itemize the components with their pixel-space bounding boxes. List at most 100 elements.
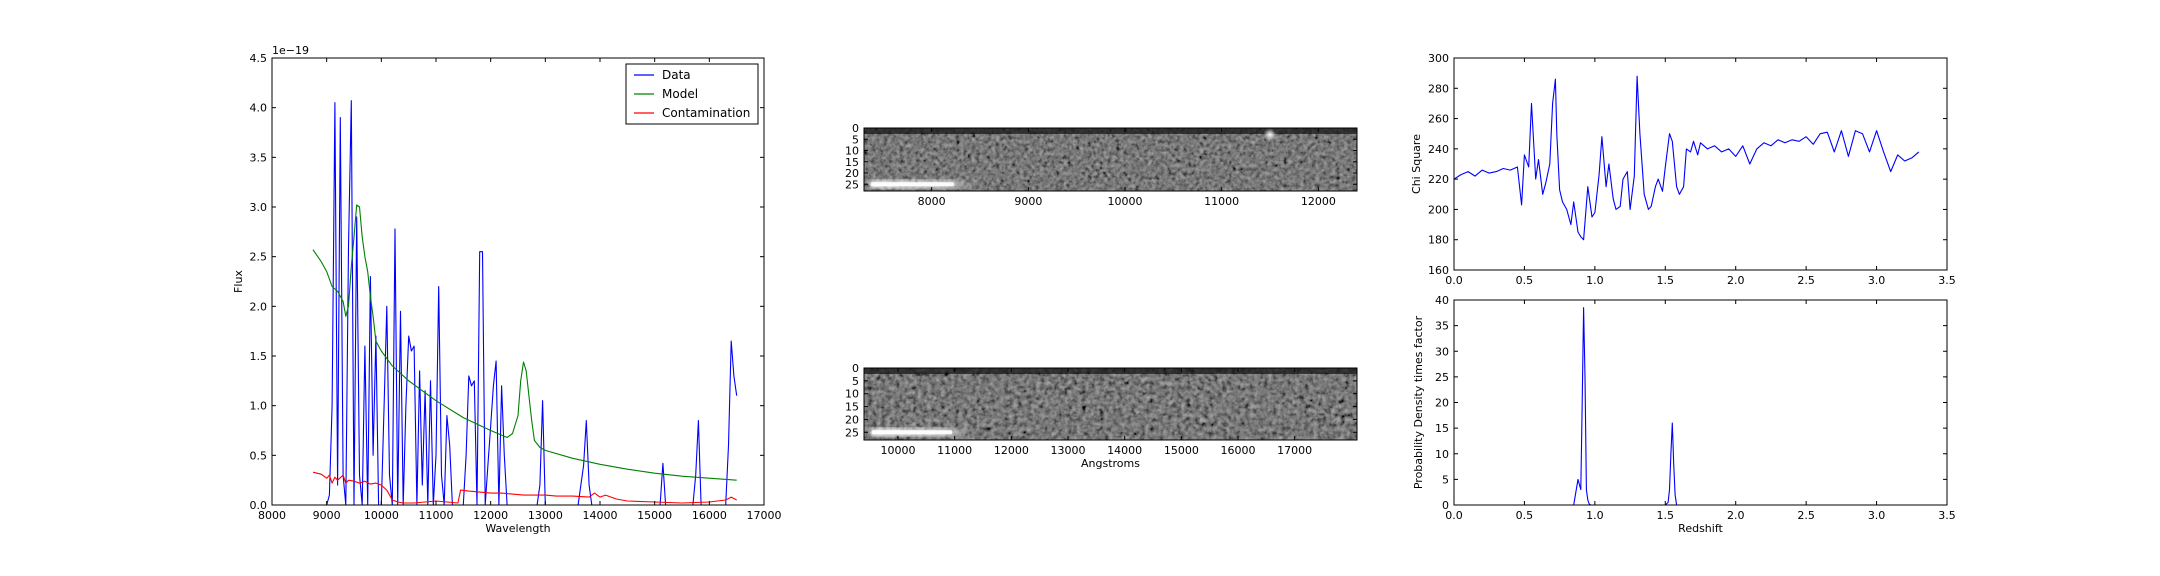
x-tick-label: 8000 bbox=[258, 509, 286, 522]
image-edge bbox=[864, 368, 1357, 374]
x-tick-label: 14000 bbox=[1107, 444, 1142, 457]
x-tick-label: 10000 bbox=[881, 444, 916, 457]
x-tick-label: 14000 bbox=[583, 509, 618, 522]
x-tick-label: 3.0 bbox=[1868, 274, 1886, 287]
y-tick-label: 25 bbox=[845, 426, 859, 439]
y-tick-label: 5 bbox=[852, 133, 859, 146]
x-tick-label: 17000 bbox=[1277, 444, 1312, 457]
series-line-contamination bbox=[312, 471, 737, 504]
y-tick-label: 20 bbox=[1435, 397, 1449, 410]
legend-entry: Data bbox=[662, 68, 691, 82]
y-tick-label: 3.0 bbox=[250, 201, 268, 214]
y-axis-label: Flux bbox=[232, 270, 245, 293]
y-tick-label: 280 bbox=[1428, 82, 1449, 95]
x-tick-label: 11000 bbox=[419, 509, 454, 522]
y-tick-label: 220 bbox=[1428, 173, 1449, 186]
y-tick-label: 3.5 bbox=[250, 151, 268, 164]
x-tick-label: 3.5 bbox=[1938, 274, 1956, 287]
legend: Data Model Contamination bbox=[625, 63, 759, 125]
series-line-main bbox=[1454, 75, 1920, 241]
y-tick-label: 4.0 bbox=[250, 102, 268, 115]
y-tick-label: 20 bbox=[845, 167, 859, 180]
y-tick-label: 40 bbox=[1435, 294, 1449, 307]
y-tick-label: 2.0 bbox=[250, 300, 268, 313]
plot-area bbox=[1454, 58, 1947, 270]
y-tick-label: 0.5 bbox=[250, 449, 268, 462]
x-tick-label: 2.0 bbox=[1727, 274, 1745, 287]
y-tick-label: 1.5 bbox=[250, 350, 268, 363]
y-tick-label: 35 bbox=[1435, 320, 1449, 333]
y-tick-label: 0 bbox=[852, 122, 859, 135]
x-tick-label: 13000 bbox=[528, 509, 563, 522]
y-offset-label: 1e−19 bbox=[272, 44, 309, 57]
series-line-model bbox=[312, 204, 737, 481]
x-axis-label: Wavelength bbox=[485, 522, 550, 535]
y-tick-label: 0 bbox=[852, 362, 859, 375]
x-axis-label: Angstroms bbox=[1081, 457, 1140, 470]
x-axis-label: Redshift bbox=[1678, 522, 1723, 535]
spectrum-trace-core bbox=[871, 430, 953, 435]
y-tick-label: 5 bbox=[852, 375, 859, 388]
bright-spot bbox=[1263, 127, 1277, 142]
legend-entry: Model bbox=[662, 87, 698, 101]
axes-frame bbox=[271, 57, 765, 506]
chart-4: 0.0 0.5 1.0 1.5 2.0 2.5 3.0 3.5 0 5 10 15 20 25 30 35 40… bbox=[1412, 294, 1956, 535]
y-tick-label: 1.0 bbox=[250, 400, 268, 413]
y-tick-label: 15 bbox=[1435, 422, 1449, 435]
y-axis-label: Probability Density times factor bbox=[1412, 315, 1425, 489]
y-tick-label: 260 bbox=[1428, 113, 1449, 126]
chart-0: 8000 9000 10000 11000 12000 13000 14000 15000 16… bbox=[232, 44, 782, 535]
x-tick-label: 12000 bbox=[1301, 195, 1336, 208]
x-tick-label: 11000 bbox=[1204, 195, 1239, 208]
x-tick-label: 1.5 bbox=[1657, 509, 1675, 522]
y-tick-label: 10 bbox=[845, 145, 859, 158]
x-tick-label: 2.5 bbox=[1797, 509, 1815, 522]
y-tick-label: 10 bbox=[845, 388, 859, 401]
x-tick-label: 12000 bbox=[994, 444, 1029, 457]
x-tick-label: 15000 bbox=[637, 509, 672, 522]
y-tick-label: 10 bbox=[1435, 448, 1449, 461]
x-tick-label: 16000 bbox=[692, 509, 727, 522]
y-tick-label: 20 bbox=[845, 413, 859, 426]
y-tick-label: 30 bbox=[1435, 345, 1449, 358]
y-tick-label: 0.0 bbox=[250, 499, 268, 512]
y-tick-label: 180 bbox=[1428, 234, 1449, 247]
axes-frame bbox=[863, 367, 1358, 441]
x-tick-label: 1.5 bbox=[1657, 274, 1675, 287]
x-tick-label: 0.5 bbox=[1516, 509, 1534, 522]
y-tick-label: 200 bbox=[1428, 203, 1449, 216]
x-tick-label: 13000 bbox=[1051, 444, 1086, 457]
x-tick-label: 3.0 bbox=[1868, 509, 1886, 522]
y-tick-label: 15 bbox=[845, 401, 859, 414]
series-line-data bbox=[315, 100, 738, 505]
plot-area bbox=[1454, 300, 1947, 505]
x-tick-label: 8000 bbox=[918, 195, 946, 208]
x-tick-label: 0.0 bbox=[1445, 274, 1463, 287]
y-tick-label: 25 bbox=[845, 178, 859, 191]
y-tick-label: 5 bbox=[1442, 473, 1449, 486]
chart-3: 0.0 0.5 1.0 1.5 2.0 2.5 3.0 3.5 160 180 200 220 240 2… bbox=[1410, 52, 1956, 287]
plot-area bbox=[272, 58, 764, 505]
legend-entry: Contamination bbox=[662, 106, 750, 120]
y-tick-label: 4.5 bbox=[250, 52, 268, 65]
x-tick-label: 9000 bbox=[313, 509, 341, 522]
spectrum-trace-core bbox=[870, 182, 955, 187]
x-tick-label: 0.5 bbox=[1516, 274, 1534, 287]
x-tick-label: 1.0 bbox=[1586, 509, 1604, 522]
x-tick-label: 10000 bbox=[1108, 195, 1143, 208]
y-tick-label: 25 bbox=[1435, 371, 1449, 384]
x-tick-label: 17000 bbox=[747, 509, 782, 522]
x-tick-label: 15000 bbox=[1164, 444, 1199, 457]
x-tick-label: 10000 bbox=[364, 509, 399, 522]
x-tick-label: 2.5 bbox=[1797, 274, 1815, 287]
x-tick-label: 11000 bbox=[937, 444, 972, 457]
y-tick-label: 300 bbox=[1428, 52, 1449, 65]
x-tick-label: 2.0 bbox=[1727, 509, 1745, 522]
axes-frame bbox=[863, 127, 1358, 192]
x-tick-label: 9000 bbox=[1014, 195, 1042, 208]
y-tick-label: 160 bbox=[1428, 264, 1449, 277]
y-tick-label: 15 bbox=[845, 156, 859, 169]
y-tick-label: 240 bbox=[1428, 143, 1449, 156]
